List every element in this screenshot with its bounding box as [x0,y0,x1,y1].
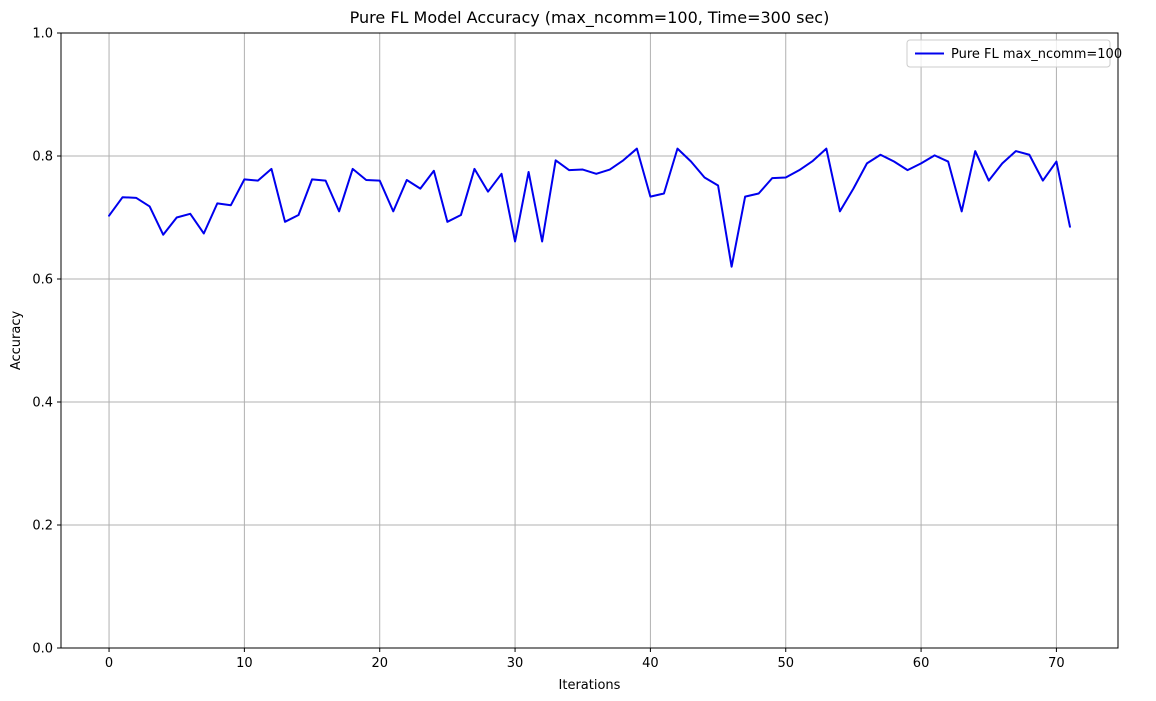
y-tick-label: 0.8 [32,150,53,165]
x-tick-label: 20 [371,656,388,671]
y-tick-label: 0.6 [32,273,53,288]
series-line-0 [108,147,1071,268]
chart-title: Pure FL Model Accuracy (max_ncomm=100, T… [350,8,830,28]
y-tick-label: 1.0 [32,27,53,42]
y-tick-label: 0.2 [32,519,53,534]
x-tick-label: 10 [236,656,253,671]
axis-ticks: 0 10 20 30 40 50 60 70 0.0 0.2 0.4 0.6 0.8 1.0 [32,27,1064,672]
x-axis-label: Iterations [559,678,621,693]
x-tick-label: 70 [1048,656,1065,671]
y-tick-label: 0.4 [32,396,53,411]
legend-box [906,39,1111,68]
x-tick-label: 60 [913,656,930,671]
plot-area-frame [60,32,1119,649]
legend: Pure FL max_ncomm=100 [906,39,1122,68]
x-tick-label: 40 [642,656,659,671]
y-axis-label: Accuracy [9,311,24,371]
x-tick-label: 0 [105,656,113,671]
legend-label: Pure FL max_ncomm=100 [951,47,1122,62]
series-layer [108,147,1071,268]
x-tick-label: 50 [777,656,794,671]
y-tick-label: 0.0 [32,642,53,657]
grid [61,32,1118,649]
x-tick-label: 30 [507,656,524,671]
